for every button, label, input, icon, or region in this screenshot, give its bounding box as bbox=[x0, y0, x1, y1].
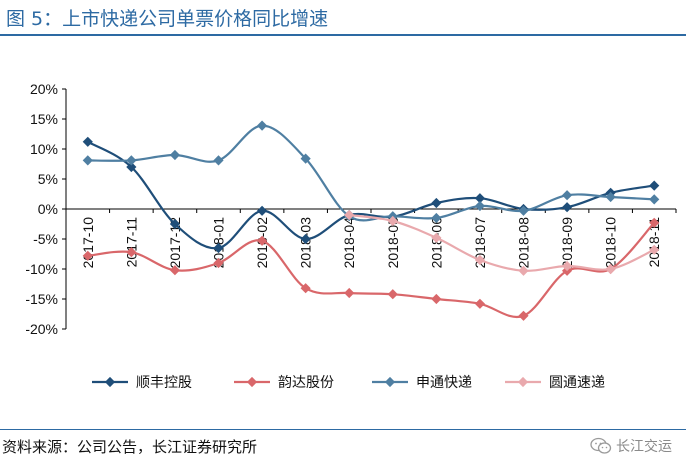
watermark: 长江交运 bbox=[590, 436, 672, 456]
data-point bbox=[518, 205, 529, 216]
legend-label: 韵达股份 bbox=[278, 375, 334, 391]
x-axis: 2017-102017-112017-122018-012018-022018-… bbox=[65, 208, 677, 269]
legend-label: 申通快递 bbox=[416, 375, 472, 391]
y-tick-label: 0% bbox=[38, 201, 58, 217]
data-point bbox=[213, 155, 224, 166]
y-axis: 20% 15% 10% 5% 0% -5% -10% -15% -20% bbox=[25, 81, 67, 337]
legend-item-3: 申通快递 bbox=[372, 375, 472, 391]
data-point bbox=[561, 202, 573, 213]
data-point bbox=[431, 293, 442, 305]
x-tick-label: 2018-11 bbox=[646, 217, 662, 268]
legend-marker bbox=[246, 376, 258, 388]
data-point bbox=[300, 283, 311, 294]
figure-title: 图 5：上市快递公司单票价格同比增速 bbox=[6, 8, 329, 30]
x-tick-label: 2018-10 bbox=[603, 217, 619, 269]
data-point bbox=[518, 310, 529, 321]
data-point bbox=[649, 180, 660, 191]
legend: 顺丰控股 韵达股份 申通快递 圆通速递 bbox=[92, 375, 605, 391]
data-point bbox=[474, 254, 486, 266]
title-divider bbox=[0, 34, 686, 36]
x-tick-label: 2017-11 bbox=[123, 217, 139, 268]
series-4 bbox=[344, 209, 660, 276]
data-point bbox=[82, 136, 93, 147]
data-point bbox=[169, 149, 181, 161]
y-tick-label: -20% bbox=[25, 321, 58, 337]
x-tick-label: 2018-08 bbox=[516, 217, 532, 269]
data-point bbox=[256, 205, 268, 216]
data-point bbox=[169, 218, 181, 230]
y-tick-label: 5% bbox=[38, 171, 58, 187]
data-point bbox=[474, 193, 486, 204]
x-tick-label: 2018-05 bbox=[385, 217, 401, 269]
x-tick-label: 2018-09 bbox=[559, 217, 575, 269]
legend-marker bbox=[104, 376, 116, 388]
legend-item-2: 韵达股份 bbox=[234, 375, 334, 391]
data-point bbox=[431, 197, 442, 209]
y-tick-label: -10% bbox=[25, 261, 58, 277]
data-point bbox=[344, 287, 355, 299]
series-layer bbox=[82, 120, 660, 321]
data-point bbox=[213, 242, 224, 254]
series-3 bbox=[82, 120, 660, 224]
legend-label: 顺丰控股 bbox=[136, 375, 192, 391]
data-point bbox=[474, 200, 486, 212]
wechat-icon bbox=[590, 437, 612, 454]
data-point bbox=[649, 194, 660, 205]
data-point bbox=[82, 250, 93, 261]
y-tick-label: 20% bbox=[30, 81, 58, 97]
data-point bbox=[256, 120, 268, 131]
data-point bbox=[169, 265, 181, 276]
data-point bbox=[213, 257, 224, 269]
x-tick-label: 2018-07 bbox=[472, 217, 488, 269]
y-tick-label: 10% bbox=[30, 141, 58, 157]
legend-item-1: 顺丰控股 bbox=[92, 375, 192, 391]
line-chart: 20%15%10%5%0%-5%-10%-15%-20% 2017-10 2017… bbox=[25, 81, 677, 391]
data-point bbox=[82, 155, 93, 166]
x-tick-label: 2018-01 bbox=[211, 217, 227, 269]
legend-marker bbox=[517, 376, 529, 388]
x-tick-label: 2017-12 bbox=[167, 217, 183, 269]
data-point bbox=[387, 289, 398, 300]
y-tick-label: -5% bbox=[33, 231, 58, 247]
legend-marker bbox=[384, 376, 396, 388]
legend-label: 圆通速递 bbox=[549, 375, 605, 391]
y-tick-label: -15% bbox=[25, 291, 58, 307]
watermark-text: 长江交运 bbox=[616, 439, 672, 455]
footer-divider bbox=[0, 429, 686, 430]
y-tick-label: 15% bbox=[30, 111, 58, 127]
x-tick-label: 2018-04 bbox=[341, 217, 357, 269]
legend-item-4: 圆通速递 bbox=[505, 375, 605, 391]
source-note: 资料来源：公司公告，长江证券研究所 bbox=[2, 438, 258, 456]
data-point bbox=[474, 298, 486, 309]
data-point bbox=[561, 190, 573, 201]
